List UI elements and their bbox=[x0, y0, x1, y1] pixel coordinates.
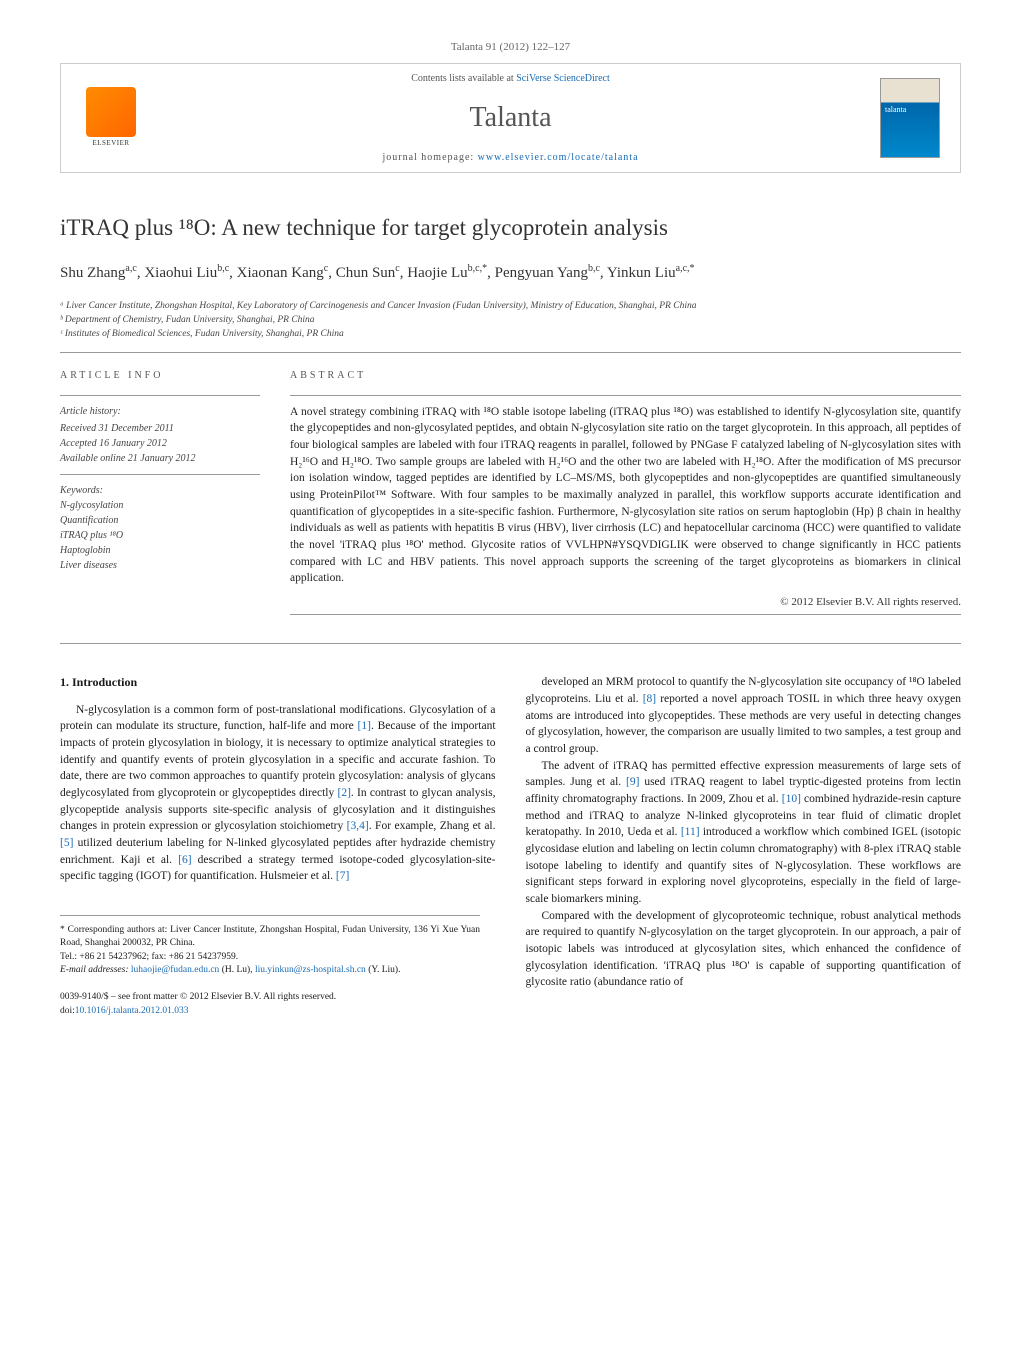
info-abstract-row: ARTICLE INFO Article history: Received 3… bbox=[60, 369, 961, 624]
author: Yinkun Liua,c,* bbox=[607, 265, 695, 281]
journal-center: Contents lists available at SciVerse Sci… bbox=[141, 72, 880, 165]
article-title: iTRAQ plus ¹⁸O: A new technique for targ… bbox=[60, 213, 961, 243]
elsevier-tree-icon bbox=[86, 87, 136, 137]
tel-fax: Tel.: +86 21 54237962; fax: +86 21 54237… bbox=[60, 951, 480, 964]
keywords-block: Keywords: N-glycosylationQuantificationi… bbox=[60, 483, 260, 573]
body-paragraph: The advent of iTRAQ has permitted effect… bbox=[526, 758, 962, 908]
sciencedirect-link[interactable]: SciVerse ScienceDirect bbox=[516, 73, 610, 84]
copyright-line: © 2012 Elsevier B.V. All rights reserved… bbox=[290, 595, 961, 610]
ref-link[interactable]: [1] bbox=[358, 720, 371, 732]
history-label: Article history: bbox=[60, 404, 260, 419]
affiliation-line: ᶜ Institutes of Biomedical Sciences, Fud… bbox=[60, 327, 961, 341]
body-paragraph: Compared with the development of glycopr… bbox=[526, 908, 962, 991]
email-name-1: (H. Lu), bbox=[219, 965, 255, 975]
ref-link[interactable]: [10] bbox=[782, 793, 801, 805]
ref-link[interactable]: [2] bbox=[337, 787, 350, 799]
abstract-text: A novel strategy combining iTRAQ with ¹⁸… bbox=[290, 404, 961, 587]
history-block: Article history: Received 31 December 20… bbox=[60, 404, 260, 466]
body-col-right: developed an MRM protocol to quantify th… bbox=[526, 674, 962, 1018]
elsevier-logo: ELSEVIER bbox=[81, 83, 141, 153]
divider bbox=[60, 352, 961, 353]
homepage-link[interactable]: www.elsevier.com/locate/talanta bbox=[478, 152, 639, 163]
doi-line: doi:10.1016/j.talanta.2012.01.033 bbox=[60, 1005, 496, 1018]
keyword: Quantification bbox=[60, 513, 260, 528]
keyword: Haptoglobin bbox=[60, 543, 260, 558]
corresponding-footer: * Corresponding authors at: Liver Cancer… bbox=[60, 915, 480, 977]
contents-line: Contents lists available at SciVerse Sci… bbox=[141, 72, 880, 86]
ref-link[interactable]: [9] bbox=[626, 776, 639, 788]
doi-link[interactable]: 10.1016/j.talanta.2012.01.033 bbox=[75, 1006, 189, 1016]
email-link-1[interactable]: luhaojie@fudan.edu.cn bbox=[131, 965, 219, 975]
ref-link[interactable]: [5] bbox=[60, 837, 73, 849]
ref-link[interactable]: [8] bbox=[643, 693, 656, 705]
corresponding-text: * Corresponding authors at: Liver Cancer… bbox=[60, 924, 480, 951]
publisher-label: ELSEVIER bbox=[92, 139, 129, 149]
issn-line: 0039-9140/$ – see front matter © 2012 El… bbox=[60, 991, 496, 1004]
history-line: Received 31 December 2011 bbox=[60, 421, 260, 436]
article-info-col: ARTICLE INFO Article history: Received 3… bbox=[60, 369, 260, 624]
journal-title: Talanta bbox=[141, 98, 880, 137]
journal-cover-thumb bbox=[880, 78, 940, 158]
email-line: E-mail addresses: luhaojie@fudan.edu.cn … bbox=[60, 964, 480, 977]
email-link-2[interactable]: liu.yinkun@zs-hospital.sh.cn bbox=[255, 965, 366, 975]
email-name-2: (Y. Liu). bbox=[368, 965, 400, 975]
email-label: E-mail addresses: bbox=[60, 965, 131, 975]
abstract-header: ABSTRACT bbox=[290, 369, 961, 383]
body-columns: 1. Introduction N-glycosylation is a com… bbox=[60, 674, 961, 1018]
divider bbox=[290, 614, 961, 615]
author: Chun Sunc bbox=[336, 265, 400, 281]
homepage-line: journal homepage: www.elsevier.com/locat… bbox=[141, 151, 880, 165]
author: Xiaohui Liub,c bbox=[144, 265, 229, 281]
keyword: iTRAQ plus ¹⁸O bbox=[60, 528, 260, 543]
affiliations: ᵃ Liver Cancer Institute, Zhongshan Hosp… bbox=[60, 299, 961, 342]
ref-link[interactable]: [6] bbox=[178, 854, 191, 866]
citation-header: Talanta 91 (2012) 122–127 bbox=[60, 40, 961, 55]
divider bbox=[60, 395, 260, 396]
intro-heading: 1. Introduction bbox=[60, 674, 496, 691]
ref-link[interactable]: [11] bbox=[681, 826, 700, 838]
homepage-prefix: journal homepage: bbox=[382, 152, 477, 163]
contents-prefix: Contents lists available at bbox=[411, 73, 516, 84]
doi-block: 0039-9140/$ – see front matter © 2012 El… bbox=[60, 991, 496, 1018]
abstract-col: ABSTRACT A novel strategy combining iTRA… bbox=[290, 369, 961, 624]
journal-box: ELSEVIER Contents lists available at Sci… bbox=[60, 63, 961, 173]
divider bbox=[60, 643, 961, 644]
divider bbox=[60, 474, 260, 475]
authors-list: Shu Zhanga,c, Xiaohui Liub,c, Xiaonan Ka… bbox=[60, 261, 961, 285]
keywords-label: Keywords: bbox=[60, 483, 260, 498]
ref-link[interactable]: [7] bbox=[336, 870, 349, 882]
doi-label: doi: bbox=[60, 1006, 75, 1016]
author: Haojie Lub,c,* bbox=[407, 265, 487, 281]
ref-link[interactable]: [3,4] bbox=[347, 820, 369, 832]
history-line: Available online 21 January 2012 bbox=[60, 451, 260, 466]
affiliation-line: ᵇ Department of Chemistry, Fudan Univers… bbox=[60, 313, 961, 327]
keyword: Liver diseases bbox=[60, 558, 260, 573]
author: Pengyuan Yangb,c bbox=[495, 265, 600, 281]
history-line: Accepted 16 January 2012 bbox=[60, 436, 260, 451]
body-col-left: 1. Introduction N-glycosylation is a com… bbox=[60, 674, 496, 1018]
divider bbox=[290, 395, 961, 396]
body-paragraph: developed an MRM protocol to quantify th… bbox=[526, 674, 962, 757]
article-info-header: ARTICLE INFO bbox=[60, 369, 260, 383]
keyword: N-glycosylation bbox=[60, 498, 260, 513]
affiliation-line: ᵃ Liver Cancer Institute, Zhongshan Hosp… bbox=[60, 299, 961, 313]
body-paragraph: N-glycosylation is a common form of post… bbox=[60, 702, 496, 885]
author: Shu Zhanga,c bbox=[60, 265, 137, 281]
author: Xiaonan Kangc bbox=[237, 265, 329, 281]
